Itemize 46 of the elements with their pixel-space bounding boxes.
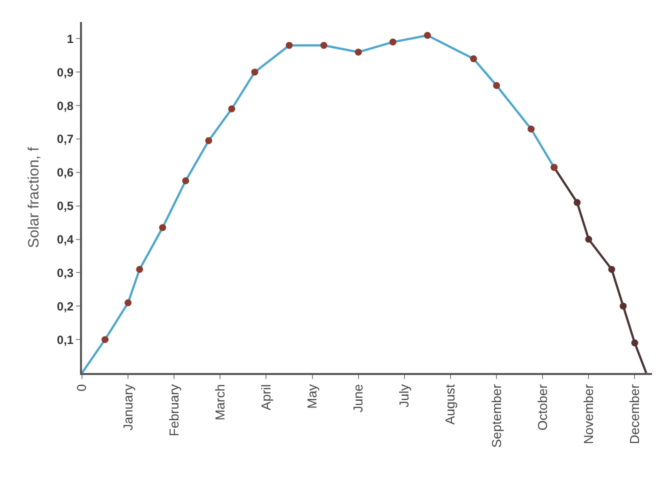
y-tick-label: 0,1 bbox=[56, 332, 74, 347]
x-tick-label: March bbox=[212, 384, 228, 420]
x-tick-label: February bbox=[166, 384, 182, 436]
y-tick-label: 0,6 bbox=[56, 166, 74, 180]
y-tick-label: 0,3 bbox=[56, 266, 74, 280]
point bbox=[124, 299, 132, 306]
y-tick-label: 0,9 bbox=[56, 65, 74, 80]
point bbox=[389, 38, 396, 46]
point bbox=[631, 339, 638, 346]
point bbox=[102, 336, 109, 344]
x-tick-label: November bbox=[580, 384, 596, 444]
x-tick-label: July bbox=[396, 384, 412, 408]
point bbox=[470, 55, 478, 62]
point bbox=[182, 177, 190, 184]
point bbox=[354, 48, 362, 56]
y-tick-label: 0,4 bbox=[56, 232, 74, 246]
point bbox=[620, 302, 627, 310]
point bbox=[205, 137, 212, 144]
point bbox=[608, 266, 616, 273]
y-axis-title: Solar fraction, f bbox=[26, 146, 43, 248]
point bbox=[585, 236, 592, 243]
point bbox=[574, 199, 581, 206]
point bbox=[493, 82, 500, 90]
point bbox=[136, 266, 144, 273]
point bbox=[251, 68, 258, 76]
y-tick-label: 1 bbox=[66, 32, 74, 46]
point bbox=[424, 32, 431, 39]
point bbox=[286, 42, 293, 49]
x-tick-label: December bbox=[626, 384, 642, 444]
x-tick-label: September bbox=[488, 384, 504, 448]
x-tick-label: January bbox=[120, 384, 136, 430]
y-tick-label: 0,8 bbox=[56, 98, 74, 113]
x-tick-label: August bbox=[442, 384, 458, 425]
point bbox=[228, 105, 236, 112]
y-tick-label: 0,2 bbox=[56, 299, 74, 314]
x-tick-label: May bbox=[304, 384, 320, 409]
x-tick-label: June bbox=[350, 384, 366, 412]
point bbox=[159, 224, 166, 232]
point bbox=[320, 42, 328, 49]
point bbox=[528, 125, 535, 132]
x-tick-label: October bbox=[534, 384, 550, 430]
x-tick-label: 0 bbox=[74, 384, 90, 392]
point bbox=[550, 164, 558, 171]
y-tick-label: 0,5 bbox=[56, 199, 74, 214]
y-tick-label: 0,7 bbox=[56, 132, 74, 146]
x-tick-label: April bbox=[258, 384, 274, 410]
